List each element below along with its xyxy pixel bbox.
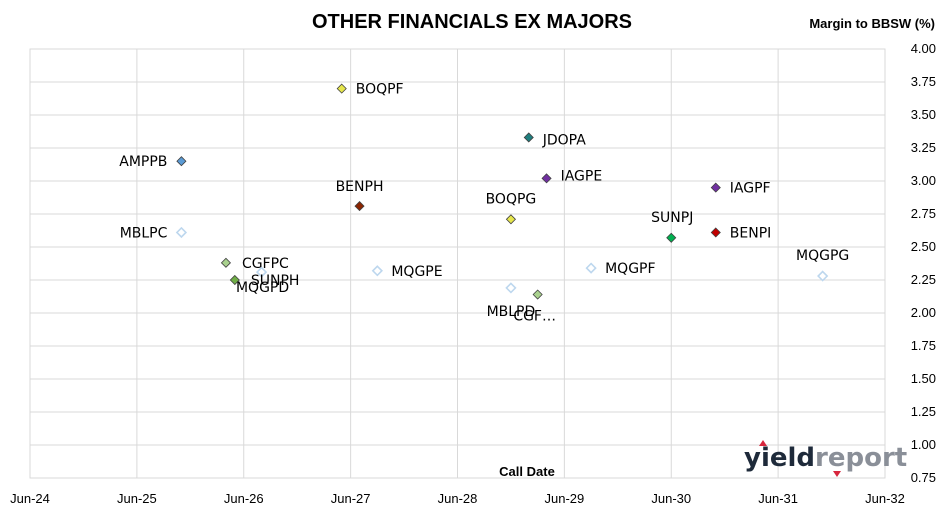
y-tick-label: 3.75 xyxy=(911,74,936,89)
tick-layer: 0.75 1.00 1.25 1.50 1.75 2.00 2.25 2.50 2.75 3.00… xyxy=(10,41,936,506)
y-tick-label: 1.75 xyxy=(911,338,936,353)
data-label-sunpj: SUNPJ xyxy=(651,210,693,226)
x-tick-label: Jun-30 xyxy=(651,491,691,506)
y-tick-label: 4.00 xyxy=(911,41,936,56)
data-label-mqgpe: MQGPE xyxy=(391,264,442,280)
logo-yield-text: yield xyxy=(744,443,815,473)
data-label-amppb: AMPPB xyxy=(119,154,167,170)
data-point-amppb xyxy=(176,156,187,167)
data-label-cgfpc: CGFPC xyxy=(242,256,289,272)
data-point-mqgpd xyxy=(255,266,268,278)
data-point-cgf xyxy=(532,289,543,300)
x-tick-label: Jun-27 xyxy=(331,491,371,506)
data-point-sunph xyxy=(229,274,240,286)
y-tick-label: 2.00 xyxy=(911,305,936,320)
y-tick-label: 3.00 xyxy=(911,173,936,188)
data-label-iagpf: IAGPF xyxy=(730,181,771,197)
data-label-mqgpd: MQGPD xyxy=(236,280,289,296)
data-label-cgf: CGF… xyxy=(513,309,556,325)
x-tick-label: Jun-26 xyxy=(224,491,264,506)
data-label-mqgpg: MQGPG xyxy=(796,248,849,264)
y-tick-label: 2.25 xyxy=(911,272,936,287)
y-tick-label: 1.25 xyxy=(911,404,936,419)
y-tick-label: 2.50 xyxy=(911,239,936,254)
svg-text:yieldreport: yieldreport xyxy=(744,443,907,473)
logo-leaf-icon xyxy=(759,440,767,446)
x-tick-label: Jun-24 xyxy=(10,491,50,506)
data-label-mblpc: MBLPC xyxy=(120,225,168,241)
data-point-mqgpe xyxy=(371,265,383,277)
data-point-sunpj xyxy=(666,232,677,243)
data-point-iagpe xyxy=(541,173,552,184)
data-point-boqpg xyxy=(505,214,517,225)
grid-layer xyxy=(29,48,886,479)
x-tick-label: Jun-25 xyxy=(117,491,157,506)
x-tick-label: Jun-31 xyxy=(758,491,798,506)
x-tick-label: Jun-29 xyxy=(545,491,585,506)
data-label-jdopa: JDOPA xyxy=(542,132,586,148)
data-point-cgfpc xyxy=(220,257,232,268)
yieldreport-logo: yieldreport xyxy=(744,440,907,477)
data-point-mblpd xyxy=(505,282,517,294)
y-axis-label: Margin to BBSW (%) xyxy=(809,16,935,31)
data-point-jdopa xyxy=(523,132,534,143)
data-label-iagpe: IAGPE xyxy=(561,168,603,184)
chart-title: OTHER FINANCIALS EX MAJORS xyxy=(312,11,632,33)
data-point-mqgpf xyxy=(585,262,597,274)
data-label-mblpd: MBLPD xyxy=(487,304,536,320)
logo-report-text: report xyxy=(815,443,907,473)
y-tick-label: 2.75 xyxy=(911,206,936,221)
point-layer xyxy=(175,83,829,300)
y-tick-label: 3.50 xyxy=(911,107,936,122)
data-label-benpi: BENPI xyxy=(730,225,772,241)
x-tick-label: Jun-32 xyxy=(865,491,905,506)
x-tick-label: Jun-28 xyxy=(438,491,478,506)
data-point-mblpc xyxy=(175,226,188,239)
data-point-mqgpg xyxy=(817,270,829,282)
data-point-boqpf xyxy=(336,83,347,94)
data-label-sunph: SUNPH xyxy=(251,273,300,289)
y-tick-label: 1.50 xyxy=(911,371,936,386)
y-tick-label: 3.25 xyxy=(911,140,936,155)
data-point-benph xyxy=(354,201,365,212)
data-point-benpi xyxy=(710,227,721,238)
logo-arrow-icon xyxy=(833,471,841,477)
x-axis-label: Call Date xyxy=(499,464,555,479)
y-tick-label: 0.75 xyxy=(911,470,936,485)
y-tick-label: 1.00 xyxy=(911,437,936,452)
data-label-boqpf: BOQPF xyxy=(356,82,404,98)
data-label-mqgpf: MQGPF xyxy=(605,261,655,277)
data-point-iagpf xyxy=(710,182,721,193)
data-label-boqpg: BOQPG xyxy=(486,191,537,207)
data-label-benph: BENPH xyxy=(336,179,384,195)
